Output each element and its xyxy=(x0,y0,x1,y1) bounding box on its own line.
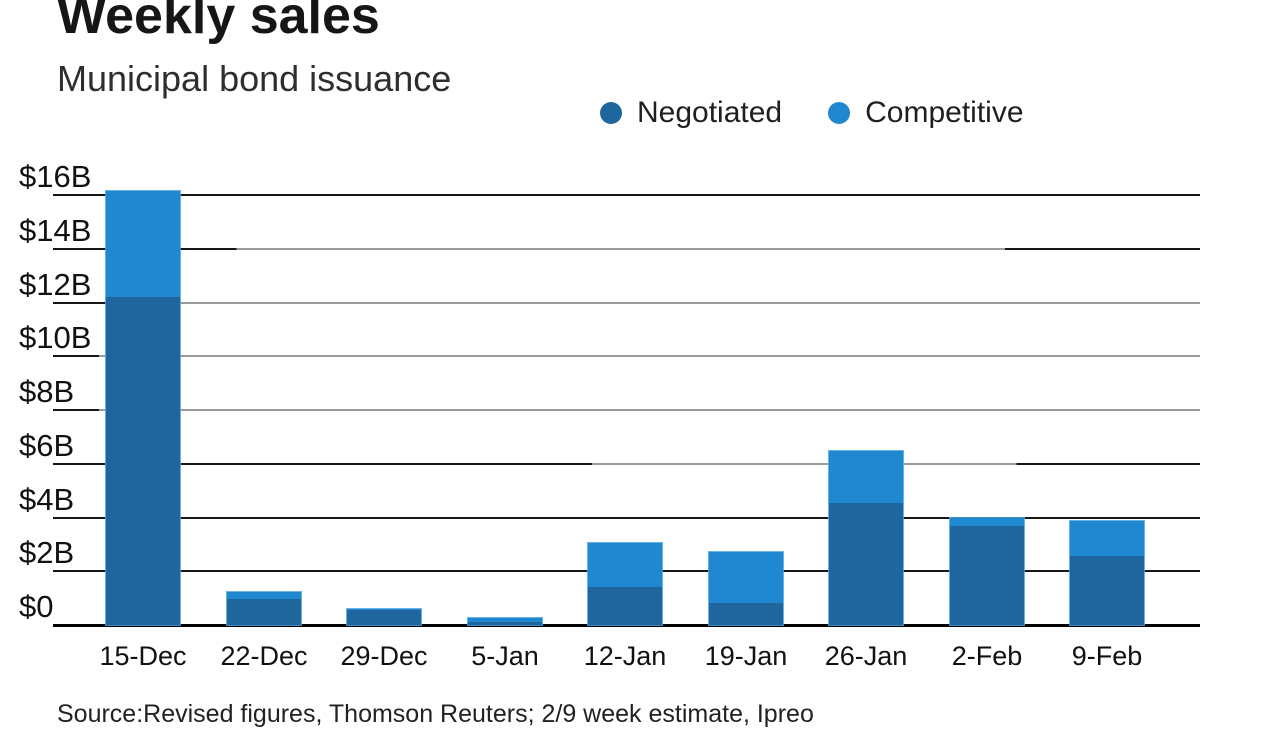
negotiated-segment xyxy=(468,622,542,625)
bar-15-dec xyxy=(105,190,181,626)
gridline xyxy=(53,517,1200,519)
negotiated-dot-icon xyxy=(600,102,622,124)
competitive-segment xyxy=(588,543,662,587)
y-axis-tick-label: $14B xyxy=(19,213,92,248)
x-axis-tick-label: 15-Dec xyxy=(99,641,187,671)
gridline xyxy=(53,355,1200,357)
source-note: Source:Revised figures, Thomson Reuters;… xyxy=(57,700,814,728)
legend-label-competitive: Competitive xyxy=(865,96,1024,129)
x-axis-tick-label: 19-Jan xyxy=(704,641,788,671)
gridline xyxy=(53,463,1200,465)
competitive-segment xyxy=(1070,521,1144,556)
gridline xyxy=(53,409,1200,411)
bar-26-jan xyxy=(828,450,904,626)
y-axis-tick-label: $0 xyxy=(19,589,54,624)
bar-29-dec xyxy=(346,608,422,626)
competitive-dot-icon xyxy=(828,102,851,124)
bar-2-feb xyxy=(949,517,1025,626)
negotiated-segment xyxy=(106,297,180,625)
legend-item-competitive: Competitive xyxy=(828,96,1024,130)
negotiated-segment xyxy=(227,599,301,625)
x-axis-tick-label: 5-Jan xyxy=(471,641,539,671)
negotiated-segment xyxy=(1070,556,1144,625)
competitive-segment xyxy=(468,618,542,622)
bar-5-jan xyxy=(467,617,543,626)
competitive-segment xyxy=(347,609,421,610)
x-axis-tick-label: 26-Jan xyxy=(824,641,908,671)
y-axis-tick-label: $8B xyxy=(19,374,75,409)
x-axis-tick-label: 22-Dec xyxy=(220,641,308,671)
x-axis-tick-label: 9-Feb xyxy=(1071,641,1143,671)
legend-label-negotiated: Negotiated xyxy=(637,96,783,129)
y-axis-tick-label: $16B xyxy=(19,159,92,194)
y-axis-tick-label: $12B xyxy=(19,267,92,302)
y-axis-tick-label: $4B xyxy=(19,482,75,517)
x-axis-tick-label: 29-Dec xyxy=(340,641,428,671)
negotiated-segment xyxy=(709,603,783,625)
x-axis-tick-label: 2-Feb xyxy=(951,641,1023,671)
negotiated-segment xyxy=(588,587,662,625)
bar-22-dec xyxy=(226,591,302,626)
gridline xyxy=(53,302,1200,304)
bar-9-feb xyxy=(1069,520,1145,626)
y-axis-tick-label: $6B xyxy=(19,428,75,463)
bar-12-jan xyxy=(587,542,663,626)
x-axis-tick-label: 12-Jan xyxy=(583,641,667,671)
negotiated-segment xyxy=(829,503,903,625)
bar-19-jan xyxy=(708,551,784,626)
competitive-segment xyxy=(227,592,301,599)
competitive-segment xyxy=(829,451,903,503)
competitive-segment xyxy=(709,552,783,603)
legend-item-negotiated: Negotiated xyxy=(600,96,782,130)
chart-subtitle: Municipal bond issuance xyxy=(57,58,452,99)
gridline xyxy=(53,194,1200,196)
legend: Negotiated Competitive xyxy=(600,96,1024,130)
y-axis-tick-label: $10B xyxy=(19,320,92,355)
y-axis-tick-label: $2B xyxy=(19,535,75,570)
competitive-segment xyxy=(950,518,1024,526)
negotiated-segment xyxy=(347,610,421,625)
gridline xyxy=(53,248,1200,250)
gridline xyxy=(53,624,1200,627)
competitive-segment xyxy=(106,191,180,297)
chart-title: Weekly sales xyxy=(57,0,380,45)
negotiated-segment xyxy=(950,526,1024,625)
